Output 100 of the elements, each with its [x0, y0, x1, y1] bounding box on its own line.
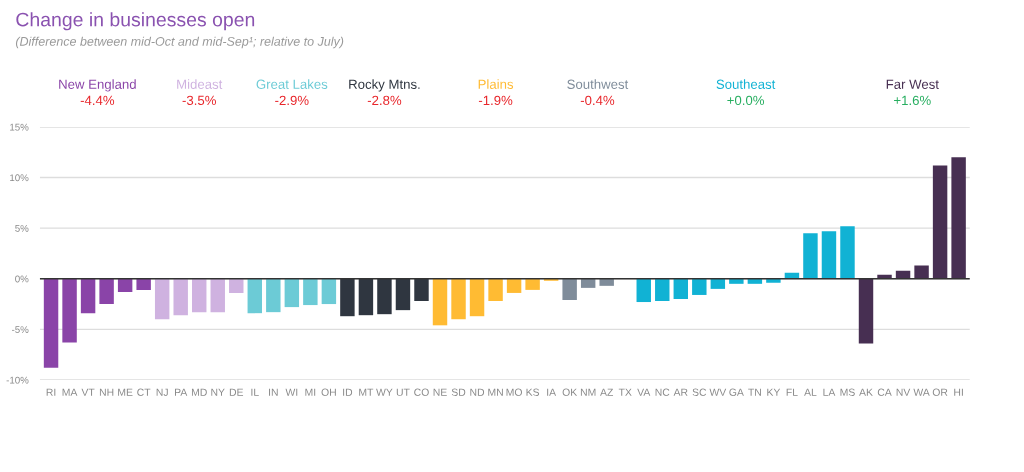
x-tick-label: NE [433, 388, 447, 396]
x-tick-label: AL [804, 388, 817, 396]
bar [173, 278, 188, 316]
bar [951, 157, 966, 279]
x-tick-label: GA [729, 388, 744, 396]
x-tick-label: FL [786, 388, 798, 396]
x-tick-label: VT [81, 388, 95, 396]
bar [840, 226, 855, 279]
bar [229, 278, 244, 293]
bar [803, 233, 818, 279]
x-tick-label: MI [305, 388, 316, 396]
x-tick-label: IA [547, 388, 557, 396]
text: Rocky Mtns. [349, 79, 420, 92]
x-tick-label: WV [709, 388, 727, 396]
bar [766, 278, 781, 283]
x-tick-label: RI [46, 388, 56, 396]
bar [932, 165, 948, 279]
x-tick-label: NY [211, 388, 225, 396]
bar [469, 278, 485, 317]
bar [914, 265, 929, 279]
x-tick-label: AZ [600, 388, 614, 396]
bar [395, 278, 411, 311]
x-tick-label: ID [343, 388, 353, 396]
bar [562, 278, 577, 301]
bar [358, 278, 374, 316]
bar [377, 278, 392, 315]
text: New England [59, 79, 136, 92]
bar [340, 278, 355, 317]
bar [432, 278, 448, 326]
x-tick-label: NC [655, 388, 670, 396]
x-tick-label: SC [692, 388, 707, 396]
x-tick-label: TN [748, 388, 761, 396]
bar [655, 278, 670, 302]
text: -4.4% [80, 95, 115, 105]
bar [210, 278, 225, 313]
bar [821, 231, 837, 279]
bar [266, 278, 281, 313]
bar [673, 278, 689, 299]
text: +1.6% [894, 95, 931, 106]
x-tick-label: VA [637, 388, 651, 396]
x-tick-label: UT [396, 388, 410, 396]
bar [506, 278, 522, 293]
y-tick-label: -5% [11, 326, 29, 333]
y-tick-label: 0% [15, 275, 29, 283]
x-tick-label: TX [618, 388, 632, 396]
bar [599, 278, 614, 286]
text: Southeast [716, 79, 776, 89]
text: -2.8% [367, 95, 402, 106]
x-tick-label: NV [896, 388, 911, 396]
bar [488, 278, 503, 302]
bar [747, 278, 763, 284]
text: Southwest [567, 79, 629, 89]
x-tick-label: CA [877, 388, 892, 396]
bar [154, 278, 170, 320]
x-tick-label: CO [414, 388, 429, 396]
x-tick-label: OR [932, 388, 948, 396]
chart-title: Change in businesses open [16, 12, 255, 31]
bar [636, 278, 651, 303]
x-tick-label: AK [859, 388, 873, 396]
x-tick-label: DE [229, 388, 244, 396]
bar [303, 278, 318, 306]
x-tick-label: MO [506, 388, 522, 396]
bar [247, 278, 263, 314]
text: +0.0% [727, 95, 765, 106]
x-tick-label: WY [376, 388, 393, 396]
bar [525, 278, 540, 290]
chart-subtitle: (Difference between mid-Oct and mid-Sep¹; relative to July) [15, 36, 344, 49]
bar [710, 278, 726, 289]
bar [414, 278, 429, 302]
bar [43, 278, 59, 368]
x-tick-label: PA [174, 388, 188, 396]
x-tick-label: ME [118, 388, 133, 396]
x-tick-label: WI [285, 388, 298, 396]
bar [99, 278, 114, 305]
bar [284, 278, 300, 308]
y-tick-label: -10% [6, 376, 29, 384]
y-tick-label: 15% [10, 123, 29, 131]
x-tick-label: WA [913, 388, 930, 396]
bar [451, 278, 466, 320]
bar [729, 278, 744, 284]
x-tick-label: ND [470, 388, 485, 396]
text: -3.5% [182, 95, 216, 106]
bar [117, 278, 133, 292]
x-tick-label: NM [580, 388, 596, 396]
bar [136, 278, 151, 290]
x-tick-label: CT [137, 388, 151, 396]
y-tick-label: 10% [10, 174, 29, 182]
x-tick-label: MT [359, 388, 374, 396]
x-tick-label: NJ [156, 388, 168, 396]
x-tick-label: KY [767, 388, 781, 396]
x-tick-label: MD [191, 388, 207, 396]
text: -1.9% [478, 95, 513, 106]
bar [80, 278, 96, 314]
x-tick-label: MA [62, 388, 78, 396]
text: Plains [478, 79, 514, 89]
bar [858, 278, 874, 344]
bar [192, 278, 207, 313]
x-tick-label: IL [251, 388, 259, 396]
x-tick-label: KS [526, 388, 540, 396]
x-tick-label: LA [823, 388, 836, 396]
